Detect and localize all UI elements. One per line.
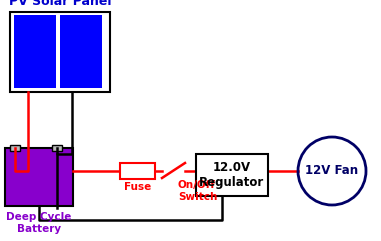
Text: On/Off
Switch: On/Off Switch [178,180,218,202]
Text: 12.0V
Regulator: 12.0V Regulator [199,161,265,189]
Bar [120,163,155,179]
Text: PV Solar Panel: PV Solar Panel [9,0,111,8]
Bar [14,15,56,88]
Text: Deep Cycle
Battery: Deep Cycle Battery [6,212,72,234]
Bar [5,148,73,206]
Bar [10,145,20,151]
Bar [60,15,102,88]
Bar [10,12,110,92]
Text: Fuse: Fuse [124,182,151,192]
Bar [196,154,268,196]
Bar [52,145,62,151]
Text: 12V Fan: 12V Fan [306,165,359,178]
